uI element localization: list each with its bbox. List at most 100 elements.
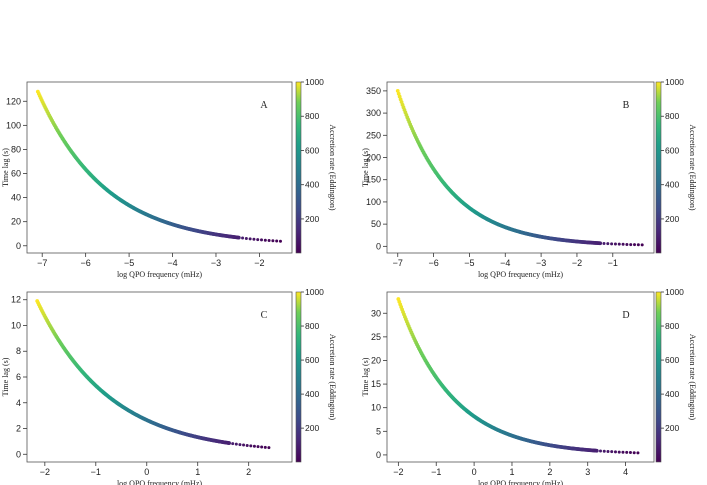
y-axis-label: Time lag (s)	[361, 357, 370, 396]
colorbar-tick-label: 1000	[665, 77, 684, 87]
colorbar-tick-label: 1000	[305, 287, 324, 297]
x-tick-label: 4	[623, 467, 628, 477]
data-point	[248, 237, 252, 241]
data-point	[256, 445, 260, 449]
y-tick-label: 20	[371, 355, 381, 365]
data-point	[245, 443, 249, 447]
y-tick-label: 10	[11, 320, 21, 330]
y-tick-label: 0	[16, 241, 21, 251]
data-point	[636, 243, 640, 247]
data-point	[267, 446, 271, 450]
y-tick-label: 0	[16, 449, 21, 459]
y-tick-label: 12	[11, 295, 21, 305]
colorbar-tick-label: 800	[305, 111, 319, 121]
colorbar-tick-label: 600	[305, 355, 319, 365]
colorbar-tick-label: 600	[665, 355, 679, 365]
data-point	[275, 239, 279, 243]
x-tick-label: 2	[547, 467, 552, 477]
x-tick-label: −7	[37, 258, 47, 268]
x-tick-label: −1	[91, 467, 101, 477]
y-tick-label: 30	[371, 308, 381, 318]
y-tick-label: 100	[366, 197, 381, 207]
y-tick-label: 100	[6, 120, 21, 130]
y-tick-label: 0	[376, 450, 381, 460]
panel-label: C	[261, 310, 268, 321]
x-tick-label: −2	[40, 467, 50, 477]
colorbar-tick-label: 400	[305, 389, 319, 399]
data-point	[244, 236, 248, 240]
x-tick-label: −2	[572, 258, 582, 268]
plot-frame-C	[26, 291, 293, 463]
y-tick-label: 350	[366, 86, 381, 96]
colorbar-tick-label: 800	[665, 111, 679, 121]
y-tick-label: 5	[376, 426, 381, 436]
x-tick-label: 0	[472, 467, 477, 477]
data-point	[260, 238, 264, 242]
data-point	[227, 441, 231, 445]
x-tick-label: −6	[428, 258, 438, 268]
data-point	[252, 237, 256, 241]
data-point	[236, 235, 241, 240]
y-tick-label: 50	[371, 219, 381, 229]
data-point	[617, 242, 621, 246]
data-point	[598, 241, 603, 246]
colorbar-tick-label: 600	[305, 145, 319, 155]
y-tick-label: 80	[11, 144, 21, 154]
data-point	[606, 242, 610, 246]
x-tick-label: −4	[500, 258, 510, 268]
data-point	[610, 450, 614, 454]
y-tick-label: 250	[366, 130, 381, 140]
y-tick-label: 15	[371, 379, 381, 389]
colorbar-tick-label: 200	[305, 214, 319, 224]
colorbar-tick-label: 600	[665, 145, 679, 155]
y-tick-label: 10	[371, 403, 381, 413]
data-point	[602, 449, 606, 453]
y-tick-label: 120	[6, 96, 21, 106]
colorbar-label: Accretion rate (Eddington)	[328, 124, 337, 211]
colorbar-tick-label: 800	[305, 321, 319, 331]
data-point	[238, 443, 242, 447]
x-tick-label: −5	[124, 258, 134, 268]
data-point	[252, 444, 256, 448]
x-tick-label: −1	[431, 467, 441, 477]
y-tick-label: 0	[376, 241, 381, 251]
y-tick-label: 200	[366, 153, 381, 163]
plot-frame-D	[386, 291, 655, 463]
data-point	[278, 239, 282, 243]
x-tick-label: 1	[195, 467, 200, 477]
y-tick-label: 25	[371, 332, 381, 342]
data-point	[263, 445, 267, 449]
data-point	[234, 442, 238, 446]
data-point	[621, 242, 625, 246]
colorbar	[295, 291, 302, 463]
data-point	[395, 88, 400, 93]
data-point	[231, 442, 235, 446]
colorbar	[655, 81, 662, 254]
y-tick-label: 4	[16, 398, 21, 408]
x-tick-label: −4	[167, 258, 177, 268]
x-tick-label: −7	[393, 258, 403, 268]
colorbar-tick-label: 200	[305, 423, 319, 433]
data-point	[602, 241, 606, 245]
y-tick-label: 150	[366, 175, 381, 185]
data-point	[599, 449, 603, 453]
y-tick-label: 60	[11, 169, 21, 179]
data-point	[633, 243, 637, 247]
y-tick-label: 8	[16, 346, 21, 356]
x-axis-label: log QPO frequency (mHz)	[117, 479, 202, 485]
data-point	[260, 445, 264, 449]
colorbar-label: Accretion rate (Eddington)	[328, 334, 337, 421]
y-tick-label: 6	[16, 372, 21, 382]
data-point	[625, 450, 629, 454]
x-tick-label: −3	[211, 258, 221, 268]
plot-frame-B	[386, 81, 655, 254]
x-tick-label: −5	[464, 258, 474, 268]
colorbar	[295, 81, 302, 254]
data-point	[625, 242, 629, 246]
y-axis-label: Time lag (s)	[361, 148, 370, 187]
data-point	[594, 448, 599, 453]
x-axis-label: log QPO frequency (mHz)	[478, 270, 563, 279]
data-point	[606, 449, 610, 453]
colorbar-tick-label: 200	[665, 423, 679, 433]
